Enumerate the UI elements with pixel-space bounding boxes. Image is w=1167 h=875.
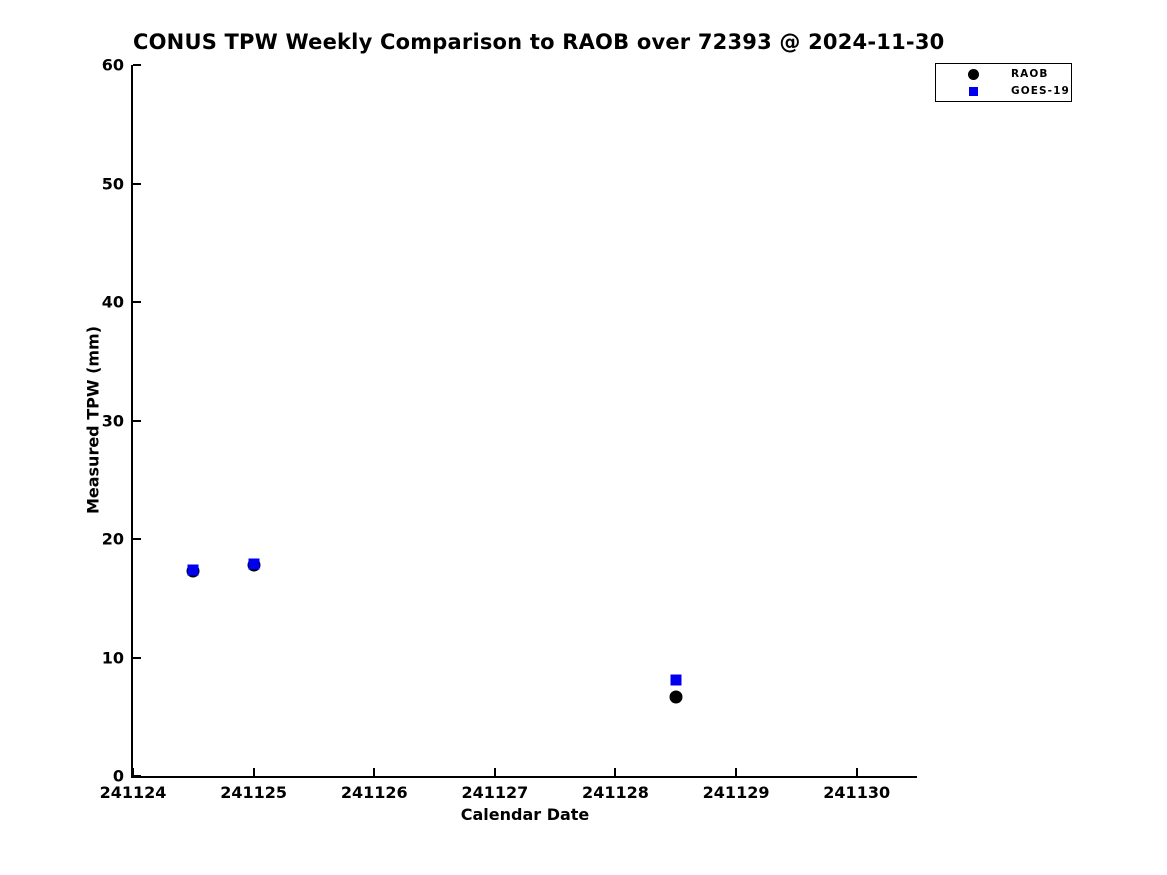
y-tick <box>133 775 141 777</box>
y-axis-label: Measured TPW (mm) <box>83 325 103 515</box>
data-point-goes-19 <box>187 564 199 576</box>
legend-label: GOES-19 <box>1011 85 1070 97</box>
x-tick <box>855 768 858 776</box>
x-tick-label: 241130 <box>823 783 891 802</box>
circle-marker-icon <box>968 68 979 80</box>
x-tick-label: 241124 <box>99 783 167 802</box>
y-tick <box>133 64 141 66</box>
x-axis-label: Calendar Date <box>460 805 590 824</box>
y-tick <box>133 301 141 303</box>
x-tick <box>373 768 376 776</box>
y-tick <box>133 656 141 659</box>
x-tick-label: 241127 <box>461 783 529 802</box>
y-tick-label: 50 <box>101 174 124 193</box>
x-tick-label: 241126 <box>340 783 408 802</box>
x-tick <box>735 768 738 776</box>
y-tick-label: 60 <box>101 55 124 75</box>
legend-entry-goes-19: GOES-19 <box>936 84 1071 99</box>
square-marker-icon <box>969 86 978 96</box>
x-tick-label: 241129 <box>702 783 770 802</box>
x-tick-label: 241125 <box>220 783 288 802</box>
y-tick <box>133 419 141 422</box>
y-tick-label: 40 <box>101 292 124 312</box>
plot-area: 241124 241125 241126 241127 241128 241129 2411… <box>100 56 917 802</box>
data-point-goes-19 <box>670 674 682 686</box>
legend-marker-cell <box>936 68 1011 80</box>
y-tick-label: 10 <box>101 648 124 667</box>
chart-title: CONUS TPW Weekly Comparison to RAOB over… <box>133 30 945 54</box>
x-tick <box>252 768 255 776</box>
x-tick-label: 241128 <box>582 783 649 802</box>
y-tick <box>133 538 141 540</box>
legend-entry-raob: RAOB <box>936 67 1071 82</box>
data-point-raob <box>669 690 683 704</box>
x-tick <box>614 768 617 776</box>
data-point-goes-19 <box>248 558 260 570</box>
legend-marker-cell <box>936 86 1011 96</box>
y-tick-label: 20 <box>101 529 124 549</box>
y-tick <box>133 182 141 185</box>
x-tick <box>132 768 134 776</box>
legend: RAOB GOES-19 <box>935 63 1072 102</box>
x-tick <box>493 768 496 776</box>
y-tick-label: 30 <box>101 411 124 430</box>
legend-label: RAOB <box>1011 68 1049 80</box>
y-tick-label: 0 <box>112 766 124 786</box>
